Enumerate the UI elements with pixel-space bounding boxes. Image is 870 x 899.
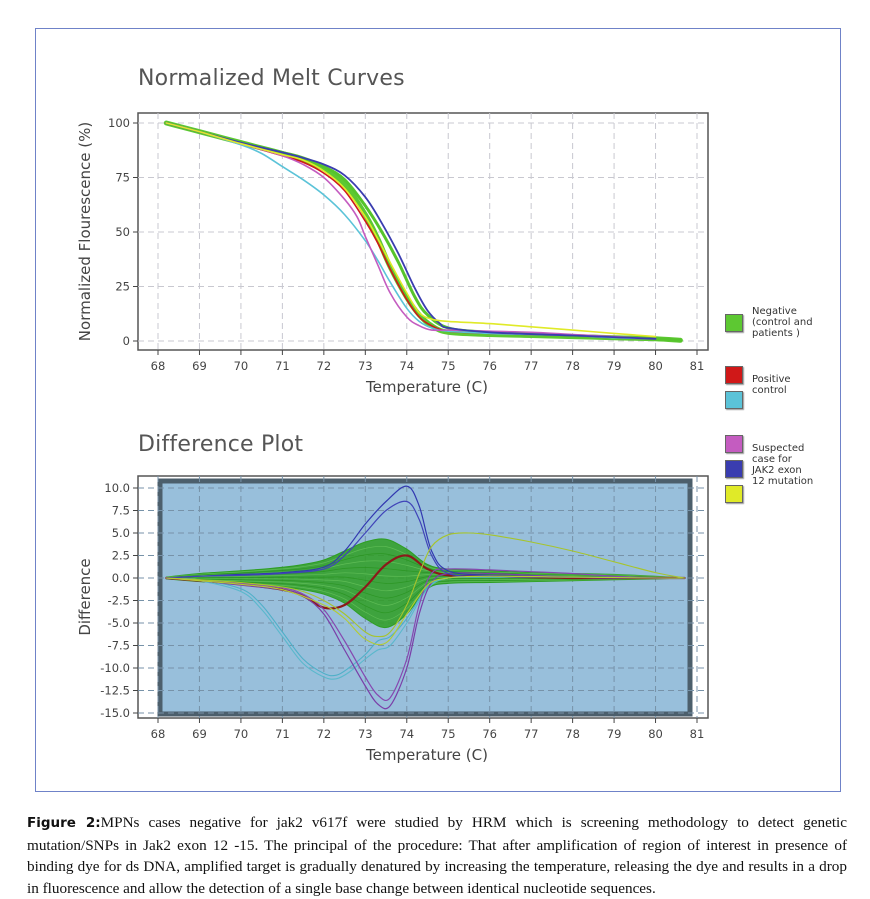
y-tick-label: 2.5 bbox=[112, 549, 130, 563]
legend-swatch bbox=[725, 435, 743, 453]
series-line bbox=[165, 568, 686, 702]
y-tick-label: -15.0 bbox=[100, 706, 130, 720]
y-tick-label: 75 bbox=[115, 171, 130, 185]
y-tick-label: 100 bbox=[108, 116, 130, 130]
series-group bbox=[163, 120, 683, 343]
figure-caption: Figure 2:MPNs cases negative for jak2 v6… bbox=[27, 812, 847, 899]
series-line bbox=[165, 575, 686, 646]
x-tick-label: 69 bbox=[192, 727, 207, 741]
figure-frame bbox=[35, 28, 841, 792]
y-tick-label: 7.5 bbox=[112, 504, 130, 518]
x-tick-label: 68 bbox=[151, 727, 166, 741]
y-axis-label: Normalized Flourescence (%) bbox=[76, 122, 94, 341]
x-tick-label: 80 bbox=[648, 359, 663, 373]
x-tick-label: 72 bbox=[317, 727, 332, 741]
legend-label: Positive control bbox=[752, 374, 791, 396]
caption-text: MPNs cases negative for jak2 v617f were … bbox=[27, 814, 847, 897]
x-tick-label: 71 bbox=[275, 359, 290, 373]
difference-plot-chart: 68 69 70 71 72 73 74 75 76 77 78 79 80 81 10.0 7.5 5.0 2.… bbox=[76, 475, 709, 764]
x-tick-label: 78 bbox=[565, 359, 580, 373]
caption-label: Figure 2: bbox=[27, 815, 101, 831]
series-line bbox=[165, 532, 686, 638]
difference-chart-title: Difference Plot bbox=[138, 432, 304, 457]
x-tick-label: 79 bbox=[607, 359, 622, 373]
x-tick-label: 72 bbox=[317, 359, 332, 373]
series-strand bbox=[166, 572, 685, 579]
y-tick-label: 0 bbox=[123, 334, 130, 348]
x-tick-label: 79 bbox=[607, 727, 622, 741]
y-axis-label: Difference bbox=[76, 558, 94, 635]
x-tick-label: 70 bbox=[234, 727, 249, 741]
legend-swatch bbox=[725, 460, 743, 478]
legend-label: Suspected case for JAK2 exon 12 mutation bbox=[752, 443, 814, 487]
legend-swatch bbox=[725, 366, 743, 384]
y-tick-label: -7.5 bbox=[108, 639, 130, 653]
series-line bbox=[165, 122, 657, 340]
series-group bbox=[165, 485, 686, 710]
x-tick-label: 81 bbox=[690, 359, 705, 373]
y-tick-label: 5.0 bbox=[112, 526, 130, 540]
x-tick-label: 78 bbox=[565, 727, 580, 741]
melt-curves-chart: 68 69 70 71 72 73 74 75 76 77 78 79 80 81 100 75 50 25 0 Te… bbox=[76, 112, 709, 396]
legend-swatch bbox=[725, 314, 743, 332]
y-tick-label: -10.0 bbox=[100, 661, 130, 675]
series-line bbox=[165, 122, 657, 338]
series-line bbox=[165, 122, 657, 340]
melt-chart-title: Normalized Melt Curves bbox=[138, 66, 405, 91]
y-tick-label: 50 bbox=[115, 225, 130, 239]
x-axis-label: Temperature (C) bbox=[365, 378, 488, 396]
y-tick-label: -12.5 bbox=[100, 684, 130, 698]
legend-label: Negative (control and patients ) bbox=[752, 306, 813, 339]
x-tick-label: 71 bbox=[275, 727, 290, 741]
x-tick-label: 77 bbox=[524, 727, 539, 741]
series-strand bbox=[166, 577, 685, 614]
x-tick-label: 76 bbox=[482, 359, 497, 373]
x-axis-label: Temperature (C) bbox=[365, 746, 488, 764]
x-tick-label: 73 bbox=[358, 359, 373, 373]
series-strand bbox=[166, 577, 685, 621]
x-tick-label: 73 bbox=[358, 727, 373, 741]
x-tick-label: 74 bbox=[399, 359, 414, 373]
x-tick-label: 76 bbox=[482, 727, 497, 741]
legend-swatch bbox=[725, 485, 743, 503]
legend-swatch bbox=[725, 391, 743, 409]
y-tick-label: 10.0 bbox=[104, 481, 130, 495]
y-tick-label: -2.5 bbox=[108, 594, 130, 608]
x-tick-label: 75 bbox=[441, 727, 456, 741]
x-tick-label: 77 bbox=[524, 359, 539, 373]
x-tick-label: 80 bbox=[648, 727, 663, 741]
y-tick-label: -5.0 bbox=[108, 616, 130, 630]
x-tick-label: 68 bbox=[151, 359, 166, 373]
y-tick-label: 0.0 bbox=[112, 571, 130, 585]
x-tick-label: 69 bbox=[192, 359, 207, 373]
x-tick-label: 81 bbox=[690, 727, 705, 741]
x-tick-label: 75 bbox=[441, 359, 456, 373]
y-tick-label: 25 bbox=[115, 280, 130, 294]
x-tick-label: 74 bbox=[399, 727, 414, 741]
series-strand bbox=[166, 553, 685, 579]
x-tick-label: 70 bbox=[234, 359, 249, 373]
